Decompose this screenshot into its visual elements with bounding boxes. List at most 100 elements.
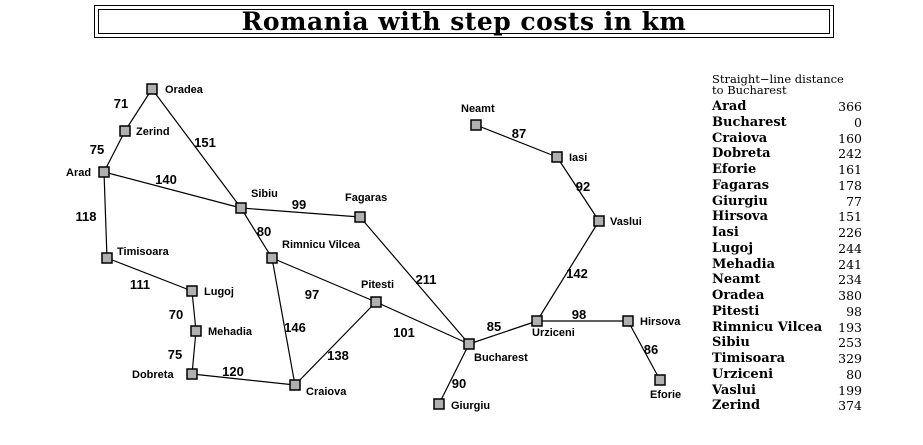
city-node-hirsova	[622, 315, 634, 327]
road-bucharest-urziceni	[468, 320, 538, 345]
sld-distance-value: 242	[838, 146, 862, 162]
sld-row-timisoara: Timisoara 329	[712, 351, 862, 367]
road-cost-hirsova-eforie: 86	[644, 342, 658, 357]
road-fagaras-bucharest	[359, 216, 470, 345]
city-node-mehadia	[190, 325, 202, 337]
sld-row-dobreta: Dobreta 242	[712, 146, 862, 162]
sld-distance-value: 234	[838, 272, 862, 288]
city-node-timisoara	[101, 252, 113, 264]
road-cost-urziceni-hirsova: 98	[572, 307, 586, 322]
sld-city-name: Mehadia	[712, 256, 775, 272]
sld-row-mehadia: Mehadia 241	[712, 257, 862, 273]
sld-city-name: Arad	[712, 99, 747, 114]
sld-row-lugoj: Lugoj 244	[712, 241, 862, 257]
sld-city-name: Pitesti	[712, 303, 760, 319]
road-oradea-zerind	[124, 88, 153, 132]
city-node-eforie	[654, 374, 666, 386]
city-label-bucharest: Bucharest	[474, 352, 528, 364]
city-label-iasi: Iasi	[569, 152, 587, 164]
city-label-timisoara: Timisoara	[117, 246, 170, 258]
sld-row-fagaras: Fagaras 178	[712, 178, 862, 194]
sld-row-urziceni: Urziceni 80	[712, 367, 862, 383]
road-sibiu-rimnicu-vilcea	[240, 207, 273, 259]
cities-layer	[98, 83, 666, 410]
sld-city-name: Fagaras	[712, 177, 770, 193]
city-label-eforie: Eforie	[650, 389, 681, 401]
city-node-sibiu	[235, 202, 247, 214]
sld-city-name: Hirsova	[712, 209, 769, 225]
sld-row-oradea: Oradea 380	[712, 288, 862, 304]
city-label-craiova: Craiova	[306, 386, 347, 398]
roads-layer	[103, 88, 661, 405]
sld-city-name: Eforie	[712, 162, 757, 177]
table-heading-line-1: Straight−line distance	[712, 72, 844, 86]
road-arad-timisoara	[103, 171, 108, 259]
sld-row-arad: Arad 366	[712, 99, 862, 115]
road-cost-oradea-sibiu: 151	[194, 135, 216, 150]
road-cost-fagaras-bucharest: 211	[416, 272, 437, 287]
sld-distance-value: 77	[846, 193, 862, 209]
road-cost-rimnicu-vilcea-pitesti: 97	[305, 287, 319, 302]
road-costs-layer: 71 75 151 140 118 111 70 75 120 99 80 97 146 138 101 21…	[76, 96, 659, 391]
road-cost-lugoj-mehadia: 70	[169, 307, 183, 322]
romania-road-map: Oradea Zerind Arad Timisoara Lugoj Mehadia Dob…	[66, 83, 681, 412]
road-cost-sibiu-fagaras: 99	[292, 197, 306, 212]
sld-row-hirsova: Hirsova 151	[712, 209, 862, 225]
city-label-zerind: Zerind	[136, 126, 170, 138]
city-label-vaslui: Vaslui	[610, 216, 642, 228]
sld-distance-value: 161	[838, 162, 862, 177]
city-labels-layer: Oradea Zerind Arad Timisoara Lugoj Mehadia Dob…	[66, 84, 681, 412]
city-node-craiova	[289, 379, 301, 391]
road-oradea-sibiu	[151, 88, 242, 209]
sld-row-craiova: Craiova 160	[712, 131, 862, 147]
road-hirsova-eforie	[627, 320, 661, 381]
sld-row-zerind: Zerind 374	[712, 398, 862, 414]
sld-row-sibiu: Sibiu 253	[712, 335, 862, 351]
road-cost-dobreta-craiova: 120	[222, 364, 244, 379]
sld-distance-value: 178	[838, 177, 862, 193]
road-cost-zerind-arad: 75	[90, 142, 104, 157]
road-mehadia-dobreta	[191, 330, 197, 375]
sld-row-neamt: Neamt 234	[712, 272, 862, 288]
city-node-urziceni	[531, 315, 543, 327]
city-label-oradea: Oradea	[165, 84, 204, 96]
sld-city-name: Oradea	[712, 288, 765, 303]
road-cost-bucharest-giurgiu: 90	[452, 376, 466, 391]
road-bucharest-giurgiu	[438, 343, 470, 405]
city-label-dobreta: Dobreta	[132, 369, 174, 381]
title-box: Romania with step costs in km	[94, 5, 834, 38]
road-dobreta-craiova	[191, 373, 296, 386]
sld-distance-value: 80	[846, 366, 862, 382]
road-zerind-arad	[103, 130, 126, 173]
city-label-urziceni: Urziceni	[532, 327, 575, 339]
road-cost-craiova-pitesti: 138	[327, 348, 349, 363]
sld-row-pitesti: Pitesti 98	[712, 304, 862, 320]
road-cost-vaslui-iasi: 92	[576, 179, 590, 194]
sld-row-iasi: Iasi 226	[712, 225, 862, 241]
sld-city-name: Sibiu	[712, 335, 750, 351]
road-pitesti-bucharest	[375, 301, 470, 345]
road-timisoara-lugoj	[106, 257, 193, 292]
road-cost-arad-timisoara: 118	[76, 209, 97, 224]
city-label-giurgiu: Giurgiu	[451, 400, 490, 412]
city-node-lugoj	[186, 285, 198, 297]
road-sibiu-fagaras	[240, 207, 361, 218]
city-label-arad: Arad	[66, 167, 91, 179]
sld-row-vaslui: Vaslui 199	[712, 383, 862, 399]
sld-distance-value: 151	[838, 209, 862, 225]
table-rows: Arad 366 Bucharest 0 Craiova 160 Dobreta 242 Efo…	[712, 99, 862, 414]
sld-city-name: Timisoara	[712, 351, 785, 366]
city-node-rimnicu-vilcea	[266, 252, 278, 264]
road-rimnicu-vilcea-pitesti	[271, 257, 377, 303]
sld-row-bucharest: Bucharest 0	[712, 115, 862, 131]
road-cost-sibiu-rimnicu-vilcea: 80	[257, 224, 271, 239]
sld-row-eforie: Eforie 161	[712, 162, 862, 178]
sld-city-name: Bucharest	[712, 114, 787, 130]
city-node-iasi	[551, 151, 563, 163]
sld-city-name: Dobreta	[712, 146, 771, 162]
city-node-arad	[98, 166, 110, 178]
sld-distance-value: 374	[838, 398, 862, 414]
city-node-neamt	[470, 119, 482, 131]
sld-city-name: Vaslui	[712, 382, 756, 398]
sld-row-rimnicu-vilcea: Rimnicu Vilcea 193	[712, 320, 862, 336]
